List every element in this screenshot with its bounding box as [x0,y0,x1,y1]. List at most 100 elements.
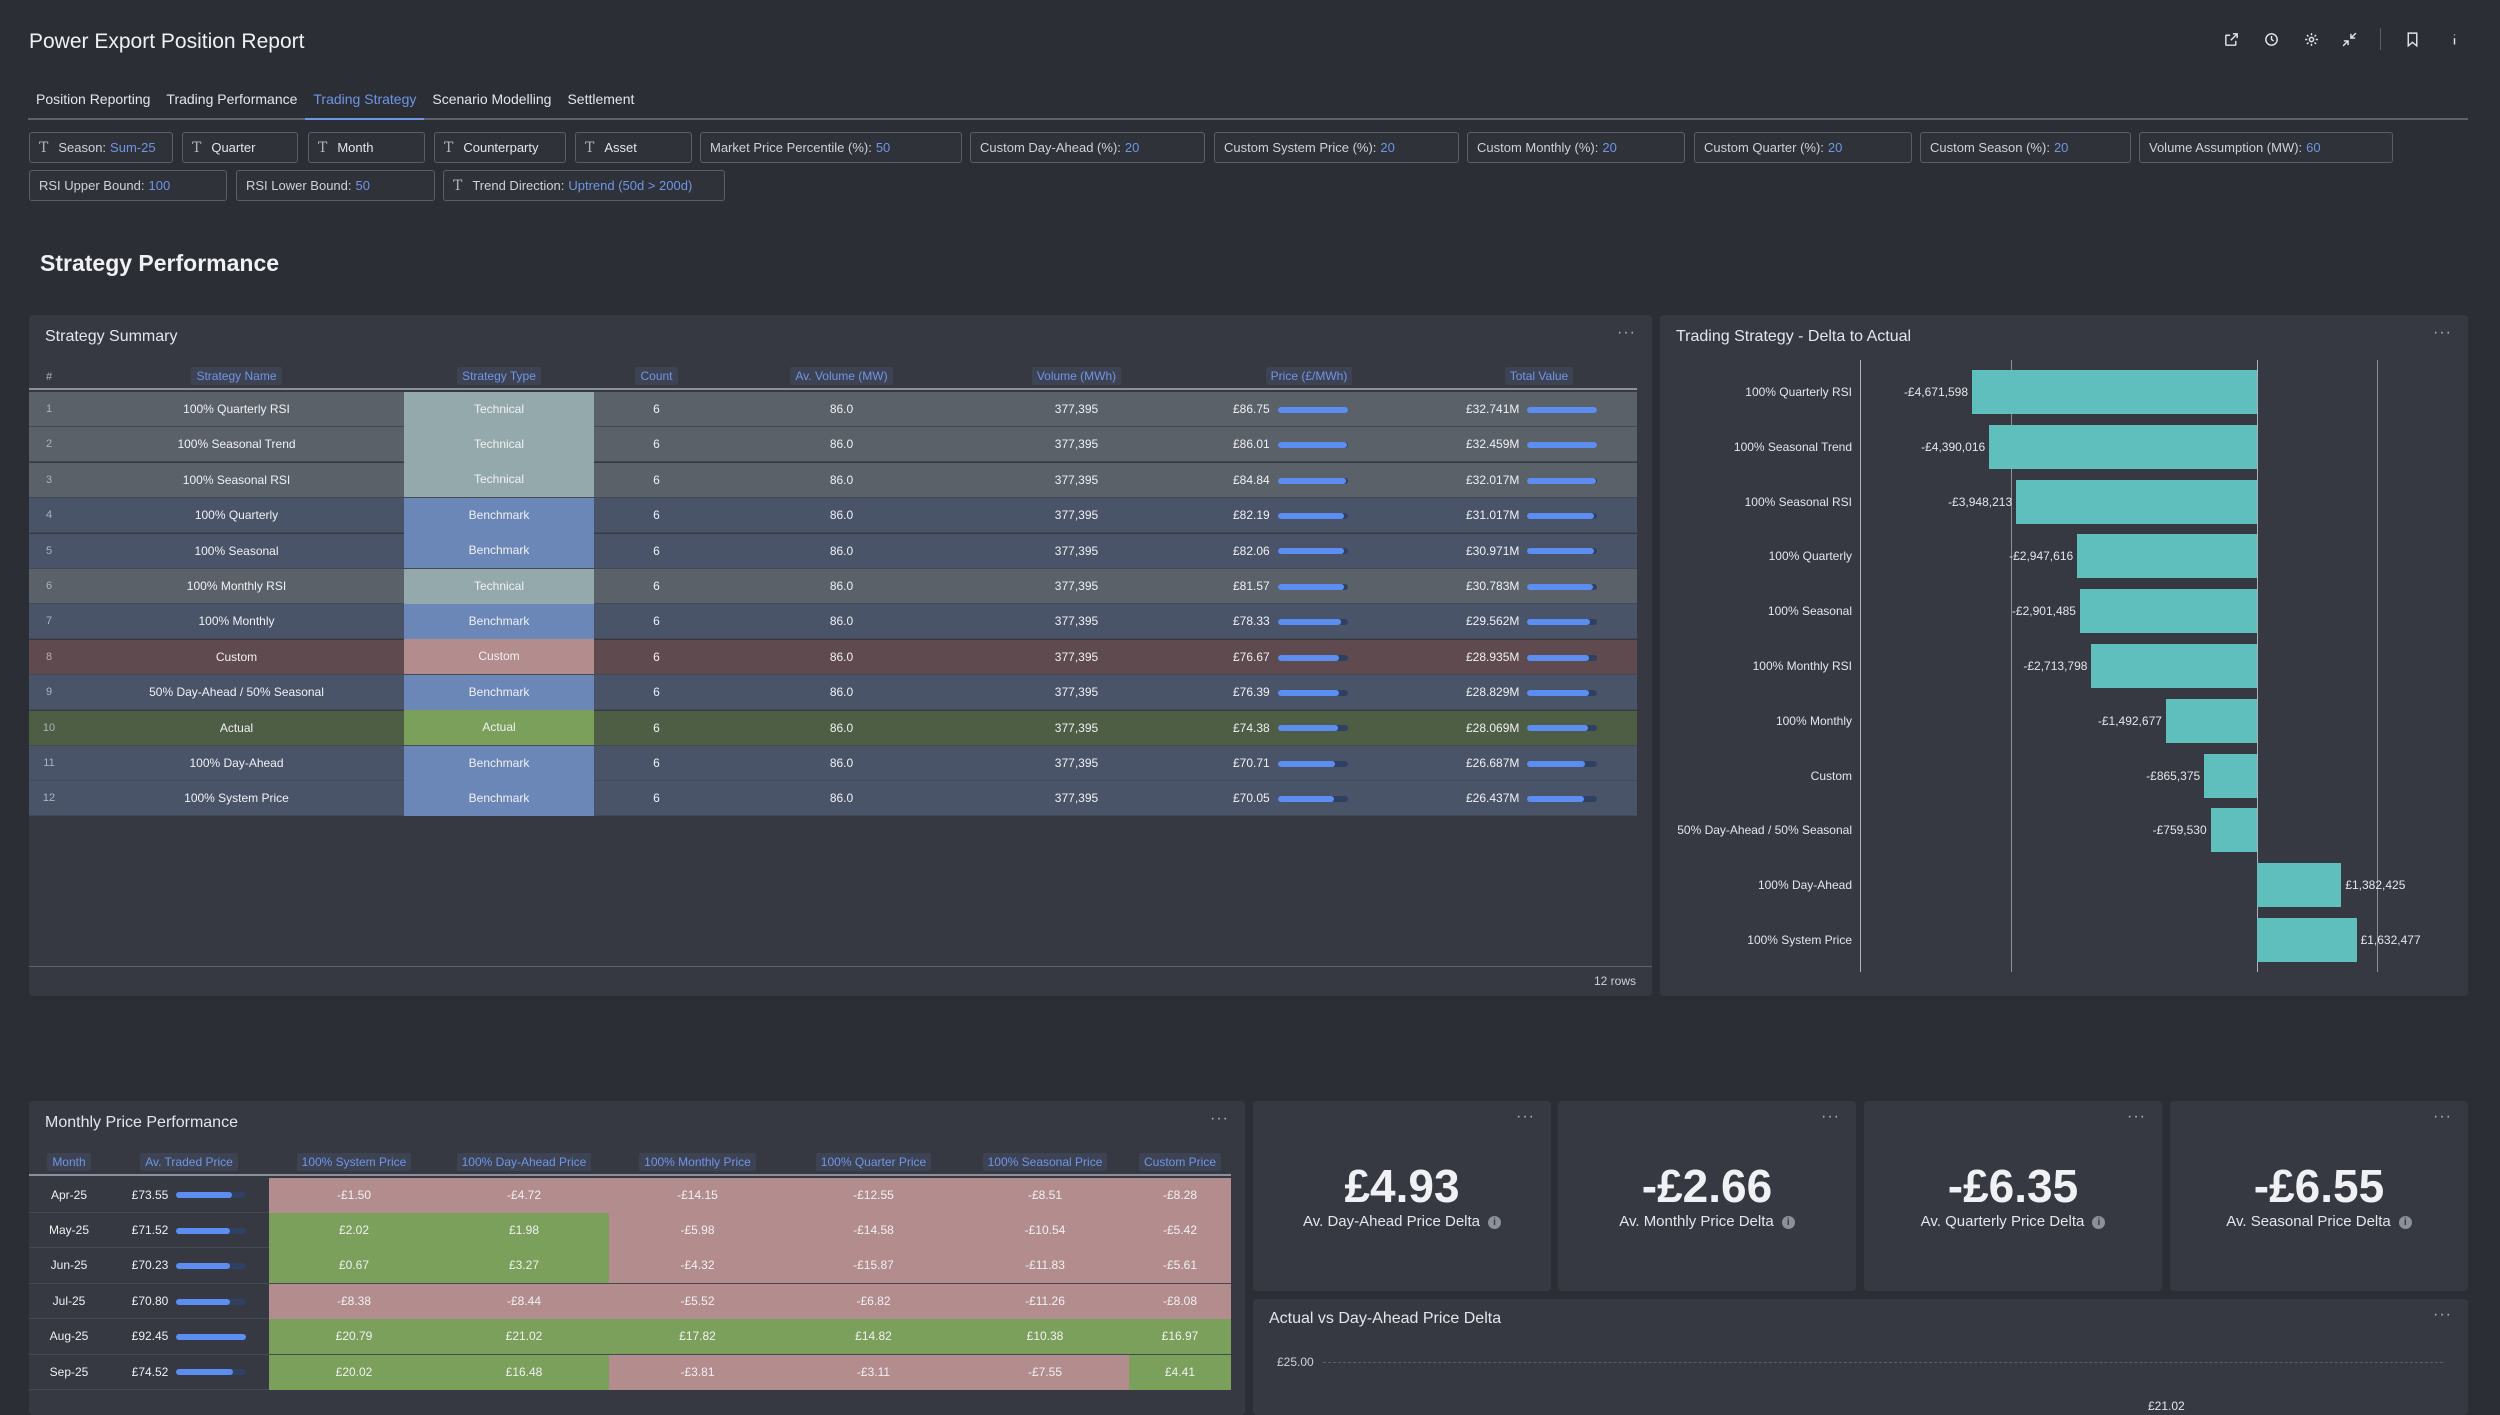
price-delta: £20.79 [335,1329,373,1344]
filter-custom-system-price[interactable]: Custom System Price (%): 20 [1214,132,1459,163]
cell-type: Benchmark [404,603,594,639]
panel-menu-button[interactable]: ··· [1821,1108,1840,1125]
table-row[interactable]: 7 100% Monthly Benchmark 6 86.0 377,395 £78.33… [29,603,1637,640]
column-header-label: Av. Volume (MW) [790,367,893,385]
tab-trading-performance[interactable]: Trading Performance [166,91,298,107]
table-row[interactable]: Sep-25 £74.52 £20.02 £16.48 -£3.81 -£3.11 -£7.… [29,1354,1231,1390]
column-header[interactable]: # [29,367,69,385]
column-header[interactable]: 100% Seasonal Price [961,1153,1129,1171]
clock-icon[interactable] [2260,28,2282,50]
info-icon[interactable]: i [2398,1215,2412,1229]
delta-bar[interactable] [2091,644,2257,688]
av-volume: 86.0 [829,508,854,523]
price-delta: £1.98 [508,1222,540,1237]
column-header[interactable]: Av. Traded Price [109,1153,269,1171]
column-header[interactable]: Av. Volume (MW) [719,367,964,385]
panel-menu-button[interactable]: ··· [1617,324,1636,341]
column-header[interactable]: Count [594,367,719,385]
table-row[interactable]: 9 50% Day-Ahead / 50% Seasonal Benchmark 6 8… [29,674,1637,711]
panel-menu-button[interactable]: ··· [2433,1306,2452,1323]
gear-icon[interactable] [2300,28,2322,50]
tab-scenario-modelling[interactable]: Scenario Modelling [432,91,552,107]
column-header[interactable]: Custom Price [1129,1153,1231,1171]
delta-bar[interactable] [2257,918,2357,962]
filter-value: 20 [1602,140,1617,155]
panel-menu-button[interactable]: ··· [1516,1108,1535,1125]
panel-menu-button[interactable]: ··· [2433,1108,2452,1125]
table-row[interactable]: 3 100% Seasonal RSI Technical 6 86.0 377,395 £… [29,462,1637,498]
table-row[interactable]: 1 100% Quarterly RSI Technical 6 86.0 377,395… [29,391,1637,427]
table-row[interactable]: 2 100% Seasonal Trend Technical 6 86.0 377,39… [29,426,1637,463]
table-row[interactable]: Aug-25 £92.45 £20.79 £21.02 £17.82 £14.82 £10.… [29,1319,1231,1355]
cell-index: 5 [29,545,69,557]
delta-bar[interactable] [2210,808,2257,853]
column-header[interactable]: Month [29,1153,109,1171]
strategy-name: 100% Day-Ahead [189,756,284,770]
filter-season[interactable]: T Season: Sum-25 [29,132,173,163]
delta-bar[interactable] [2077,534,2257,579]
bookmark-icon[interactable] [2401,28,2423,50]
tab-position-reporting[interactable]: Position Reporting [36,91,151,107]
column-header[interactable]: Volume (MWh) [964,367,1189,385]
traded-bar-fill [176,1369,234,1376]
cell-total: £29.562M [1429,614,1649,628]
price-bar-fill [1277,690,1340,697]
filter-volume-assumption[interactable]: Volume Assumption (MW): 60 [2139,132,2393,163]
table-row[interactable]: 11 100% Day-Ahead Benchmark 6 86.0 377,395 £70… [29,745,1637,781]
delta-bar[interactable] [2204,753,2257,798]
info-icon[interactable]: i [1488,1215,1502,1229]
info-icon[interactable]: i [2092,1215,2106,1229]
info-icon[interactable]: i [1781,1215,1795,1229]
panel-menu-button[interactable]: ··· [2433,324,2452,341]
filter-custom-day-ahead[interactable]: Custom Day-Ahead (%): 20 [970,132,1205,163]
table-row[interactable]: 12 100% System Price Benchmark 6 86.0 377,395… [29,780,1637,817]
filter-counterparty[interactable]: T Counterparty [434,132,566,163]
delta-bar[interactable] [2257,863,2342,908]
filter-market-price-percentile[interactable]: Market Price Percentile (%): 50 [700,132,962,163]
column-header[interactable]: Strategy Type [404,367,594,385]
table-row[interactable]: Apr-25 £73.55 -£1.50 -£4.72 -£14.15 -£12.55 -£… [29,1177,1231,1213]
table-row[interactable]: Jun-25 £70.23 £0.67 £3.27 -£4.32 -£15.87 -£11.… [29,1248,1231,1284]
column-header[interactable]: 100% Monthly Price [609,1153,786,1171]
column-header[interactable]: 100% Day-Ahead Price [439,1153,609,1171]
price-delta: -£7.55 [1027,1364,1063,1379]
delta-bar[interactable] [1972,370,2257,414]
table-row[interactable]: 4 100% Quarterly Benchmark 6 86.0 377,395 £82.… [29,497,1637,534]
column-header[interactable]: 100% Quarter Price [786,1153,961,1171]
panel-menu-button[interactable]: ··· [1210,1110,1229,1127]
table-row[interactable]: 8 Custom Custom 6 86.0 377,395 £76.67 £28.935M [29,639,1637,675]
collapse-icon[interactable] [2338,28,2360,50]
count: 6 [653,685,660,700]
table-row[interactable]: 10 Actual Actual 6 86.0 377,395 £74.38 £28.069M [29,710,1637,746]
filter-quarter[interactable]: T Quarter [182,132,298,163]
panel-menu-button[interactable]: ··· [2127,1108,2146,1125]
filter-rsi-upper[interactable]: RSI Upper Bound: 100 [29,170,227,201]
cell-total: £32.741M [1429,402,1649,416]
filter-custom-quarter[interactable]: Custom Quarter (%): 20 [1694,132,1912,163]
tab-settlement[interactable]: Settlement [567,91,635,107]
table-row[interactable]: May-25 £71.52 £2.02 £1.98 -£5.98 -£14.58 -£10.… [29,1212,1231,1249]
export-icon[interactable] [2220,28,2242,50]
column-header[interactable]: 100% System Price [269,1153,439,1171]
column-header[interactable]: Total Value [1429,367,1649,385]
delta-bar[interactable] [2016,479,2257,524]
delta-bar[interactable] [2165,698,2257,743]
filter-custom-season[interactable]: Custom Season (%): 20 [1920,132,2131,163]
filter-custom-monthly[interactable]: Custom Monthly (%): 20 [1467,132,1685,163]
filter-month[interactable]: T Month [308,132,425,163]
cell-vol: 377,395 [964,508,1189,522]
delta-bar[interactable] [2079,589,2257,634]
filter-rsi-lower[interactable]: RSI Lower Bound: 50 [236,170,435,201]
table-row[interactable]: 6 100% Monthly RSI Technical 6 86.0 377,395 £8… [29,568,1637,604]
column-header[interactable]: Price (£/MWh) [1189,367,1429,385]
column-header-label: 100% Seasonal Price [982,1153,1108,1171]
delta-bar[interactable] [1989,424,2257,469]
column-header[interactable]: Strategy Name [69,367,404,385]
filter-asset[interactable]: T Asset [575,132,692,163]
info-icon[interactable] [2443,28,2465,50]
table-row[interactable]: 5 100% Seasonal Benchmark 6 86.0 377,395 £82.0… [29,533,1637,569]
table-row[interactable]: Jul-25 £70.80 -£8.38 -£8.44 -£5.52 -£6.82 -£11… [29,1283,1231,1320]
tab-trading-strategy[interactable]: Trading Strategy [305,88,425,120]
axis-line [1860,360,1861,972]
filter-trend-direction[interactable]: T Trend Direction: Uptrend (50d > 200d) [443,170,725,201]
